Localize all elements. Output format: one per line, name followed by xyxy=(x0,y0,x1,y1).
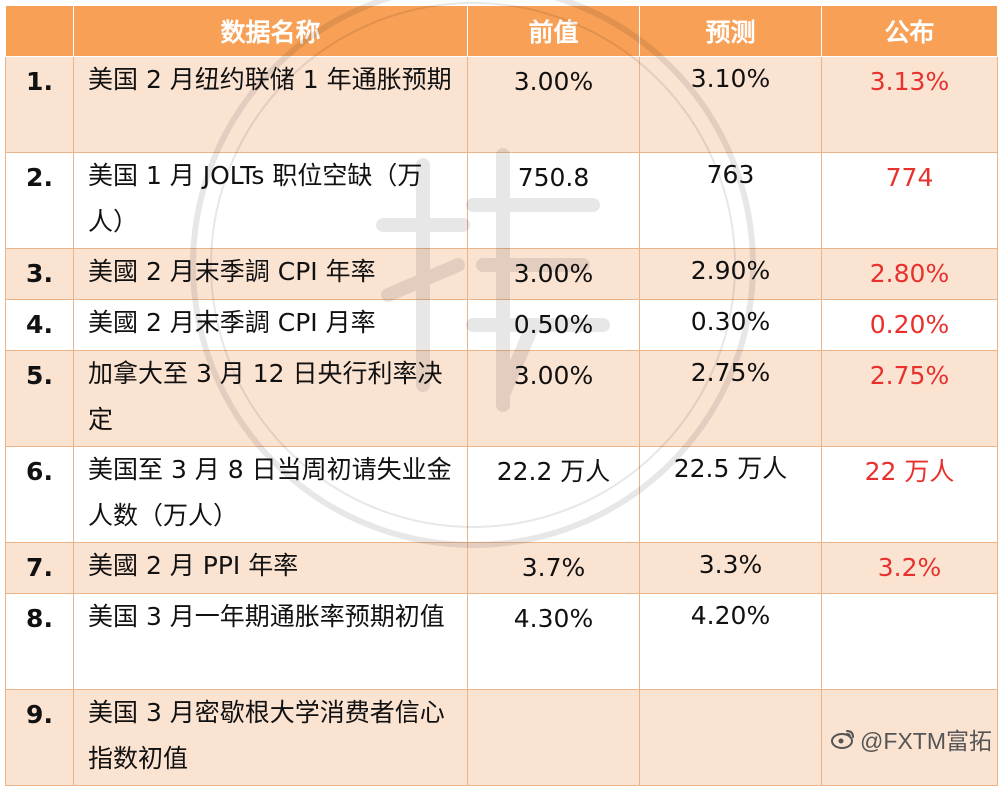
row-name: 美國 2 月末季調 CPI 月率 xyxy=(73,299,468,351)
row-name: 美國 2 月末季調 CPI 年率 xyxy=(73,248,468,300)
table-row: 2. 美国 1 月 JOLTs 职位空缺（万人） 750.8 763 774 xyxy=(5,152,998,249)
row-previous: 3.00% xyxy=(467,248,640,300)
row-name: 加拿大至 3 月 12 日央行利率决定 xyxy=(73,350,468,447)
row-forecast: 3.10% xyxy=(639,56,822,153)
table-row: 4. 美國 2 月末季調 CPI 月率 0.50% 0.30% 0.20% xyxy=(5,299,998,351)
row-previous: 22.2 万人 xyxy=(467,446,640,543)
row-actual: 3.2% xyxy=(821,542,998,594)
table-header-row: 数据名称 前值 预测 公布 xyxy=(5,5,998,57)
row-previous: 3.7% xyxy=(467,542,640,594)
row-actual: 2.75% xyxy=(821,350,998,447)
row-number: 1. xyxy=(5,56,74,153)
row-name: 美国 3 月一年期通胀率预期初值 xyxy=(73,593,468,690)
row-actual: 3.13% xyxy=(821,56,998,153)
brand-watermark: @FXTM富拓 xyxy=(830,722,992,756)
row-name: 美国 2 月纽约联储 1 年通胀预期 xyxy=(73,56,468,153)
table-row: 7. 美國 2 月 PPI 年率 3.7% 3.3% 3.2% xyxy=(5,542,998,594)
row-number: 8. xyxy=(5,593,74,690)
row-previous: 4.30% xyxy=(467,593,640,690)
row-actual: 0.20% xyxy=(821,299,998,351)
table-row: 6. 美国至 3 月 8 日当周初请失业金人数（万人） 22.2 万人 22.5… xyxy=(5,446,998,543)
row-forecast: 22.5 万人 xyxy=(639,446,822,543)
row-number: 3. xyxy=(5,248,74,300)
row-actual xyxy=(821,593,998,690)
table-row: 1. 美国 2 月纽约联储 1 年通胀预期 3.00% 3.10% 3.13% xyxy=(5,56,998,153)
brand-label: @FXTM富拓 xyxy=(860,728,992,754)
row-number: 4. xyxy=(5,299,74,351)
economic-data-table: 数据名称 前值 预测 公布 1. 美国 2 月纽约联储 1 年通胀预期 3.00… xyxy=(5,5,998,786)
row-forecast: 2.90% xyxy=(639,248,822,300)
row-actual: 2.80% xyxy=(821,248,998,300)
row-number: 6. xyxy=(5,446,74,543)
row-number: 7. xyxy=(5,542,74,594)
table-row: 8. 美国 3 月一年期通胀率预期初值 4.30% 4.20% xyxy=(5,593,998,690)
header-number xyxy=(5,5,74,57)
row-forecast: 2.75% xyxy=(639,350,822,447)
header-forecast: 预测 xyxy=(639,5,822,57)
row-previous: 0.50% xyxy=(467,299,640,351)
row-previous: 750.8 xyxy=(467,152,640,249)
row-actual: 22 万人 xyxy=(821,446,998,543)
row-name: 美國 2 月 PPI 年率 xyxy=(73,542,468,594)
row-name: 美国 1 月 JOLTs 职位空缺（万人） xyxy=(73,152,468,249)
row-name: 美国至 3 月 8 日当周初请失业金人数（万人） xyxy=(73,446,468,543)
row-number: 9. xyxy=(5,689,74,786)
header-name: 数据名称 xyxy=(73,5,468,57)
row-forecast: 3.3% xyxy=(639,542,822,594)
row-forecast: 0.30% xyxy=(639,299,822,351)
data-table-container: 数据名称 前值 预测 公布 1. 美国 2 月纽约联储 1 年通胀预期 3.00… xyxy=(5,0,998,786)
row-number: 2. xyxy=(5,152,74,249)
header-previous: 前值 xyxy=(467,5,640,57)
row-actual: 774 xyxy=(821,152,998,249)
table-row: 3. 美國 2 月末季調 CPI 年率 3.00% 2.90% 2.80% xyxy=(5,248,998,300)
table-row: 5. 加拿大至 3 月 12 日央行利率决定 3.00% 2.75% 2.75% xyxy=(5,350,998,447)
row-forecast: 763 xyxy=(639,152,822,249)
header-actual: 公布 xyxy=(821,5,998,57)
row-previous: 3.00% xyxy=(467,56,640,153)
row-number: 5. xyxy=(5,350,74,447)
weibo-icon xyxy=(831,730,855,749)
row-name: 美国 3 月密歇根大学消费者信心指数初值 xyxy=(73,689,468,786)
row-forecast xyxy=(639,689,822,786)
row-previous: 3.00% xyxy=(467,350,640,447)
row-previous xyxy=(467,689,640,786)
row-forecast: 4.20% xyxy=(639,593,822,690)
table-row: 9. 美国 3 月密歇根大学消费者信心指数初值 xyxy=(5,689,998,786)
